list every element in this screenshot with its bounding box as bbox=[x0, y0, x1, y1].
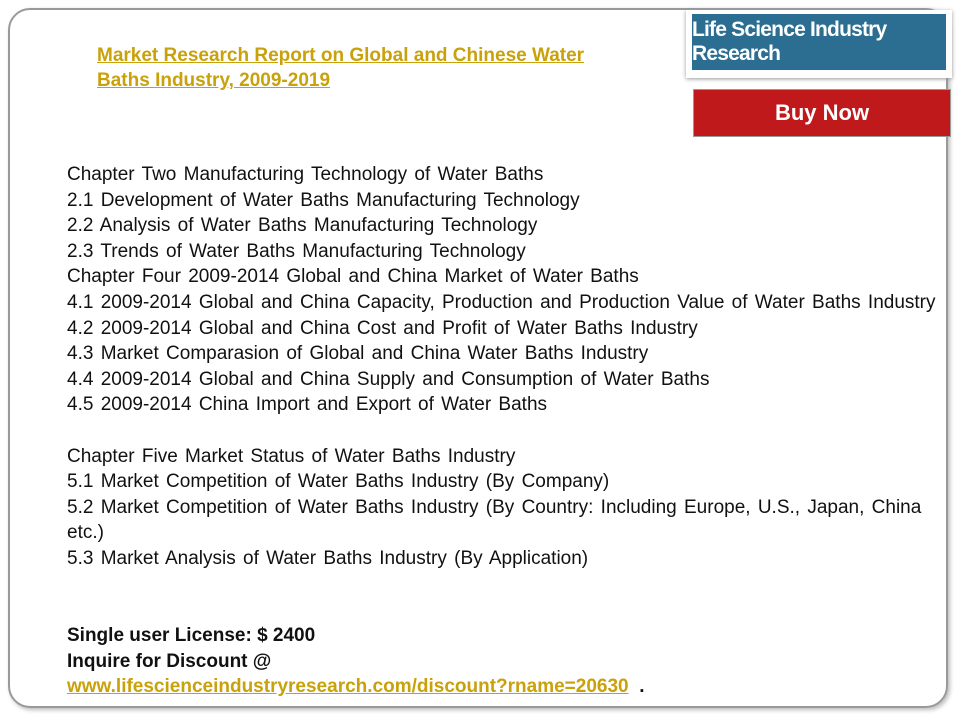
report-title[interactable]: Market Research Report on Global and Chi… bbox=[97, 43, 584, 93]
toc-line: Chapter Five Market Status of Water Bath… bbox=[67, 445, 516, 467]
toc-line: 2.3 Trends of Water Baths Manufacturing … bbox=[67, 240, 526, 262]
toc-line: 4.5 2009-2014 China Import and Export of… bbox=[67, 394, 548, 416]
toc-line: 4.3 Market Comparasion of Global and Chi… bbox=[67, 343, 649, 365]
toc-line: Chapter Four 2009-2014 Global and China … bbox=[67, 266, 639, 288]
toc-line: 5.2 Market Competition of Water Baths In… bbox=[67, 496, 922, 544]
inquire: Inquire for Discount @ bbox=[67, 650, 272, 672]
toc-line: 2.2 Analysis of Water Baths Manufacturin… bbox=[67, 215, 538, 237]
trail: . bbox=[639, 676, 645, 698]
toc-line: 4.4 2009-2014 Global and China Supply an… bbox=[67, 368, 710, 390]
url-line: www.lifescienceindustryresearch.com/disc… bbox=[67, 674, 644, 700]
discount-link[interactable]: www.lifescienceindustryresearch.com/disc… bbox=[67, 676, 629, 698]
toc-line: Chapter Two Manufacturing Technology of … bbox=[67, 164, 544, 185]
title-line[interactable]: Baths Industry, 2009-2019 bbox=[97, 70, 331, 91]
title-line[interactable]: Market Research Report on Global and Chi… bbox=[97, 45, 585, 66]
logo: Life Science Industry Research bbox=[686, 10, 952, 78]
toc-line: 5.1 Market Competition of Water Baths In… bbox=[67, 471, 610, 493]
toc-line: 5.3 Market Analysis of Water Baths Indus… bbox=[67, 547, 589, 569]
section: Chapter Two Manufacturing Technology of … bbox=[67, 162, 937, 418]
logo-text: Life Science Industry Research bbox=[692, 14, 946, 70]
toc-line: 4.1 2009-2014 Global and China Capacity,… bbox=[67, 291, 936, 313]
buy-button[interactable]: Buy Now bbox=[693, 89, 951, 137]
toc-line: 2.1 Development of Water Baths Manufactu… bbox=[67, 189, 580, 211]
section: Chapter Five Market Status of Water Bath… bbox=[67, 444, 937, 572]
slide-frame bbox=[8, 8, 948, 708]
toc-line: 4.2 2009-2014 Global and China Cost and … bbox=[67, 317, 698, 339]
footer: Single user License: $ 2400 Inquire for … bbox=[67, 623, 644, 700]
contents: Chapter Two Manufacturing Technology of … bbox=[67, 162, 937, 597]
license: Single user License: $ 2400 bbox=[67, 625, 316, 646]
